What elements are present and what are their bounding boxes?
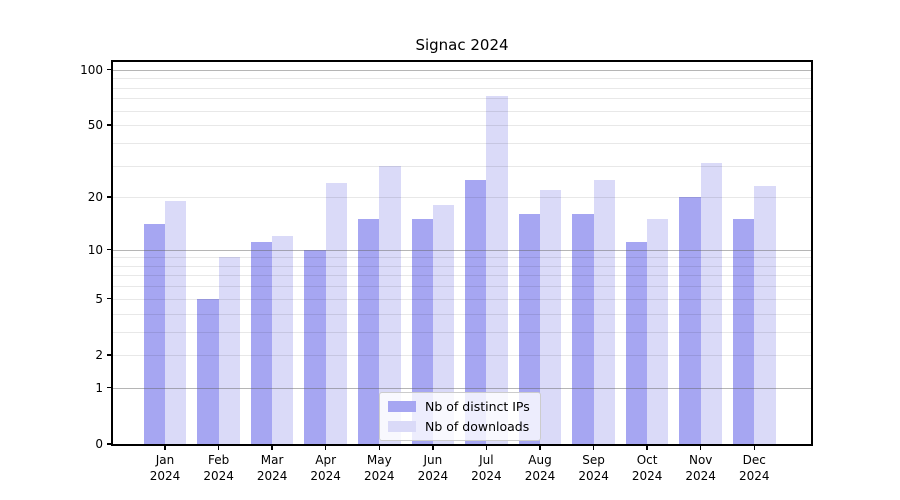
bar-ips-nov-2024	[679, 197, 701, 444]
gridline-minor-70	[113, 98, 811, 100]
bar-ips-apr-2024	[304, 249, 326, 444]
gridline-minor-2	[113, 354, 811, 356]
x-tick-oct-2024	[646, 446, 648, 450]
gridline-minor-6	[113, 286, 811, 288]
legend-label-downloads: Nb of downloads	[425, 419, 530, 434]
y-tick-0	[107, 443, 111, 445]
bar-downloads-sep-2024	[593, 179, 615, 444]
gridline-major-100	[113, 69, 811, 71]
gridline-major-10	[113, 249, 811, 251]
y-tick-label-100: 100	[80, 62, 103, 77]
legend: Nb of distinct IPs Nb of downloads	[379, 392, 541, 441]
bar-ips-jun-2024	[411, 219, 433, 444]
bar-downloads-feb-2024	[218, 257, 240, 444]
bar-downloads-jul-2024	[486, 96, 508, 444]
x-tick-apr-2024	[325, 446, 327, 450]
plot-spine-right	[811, 60, 813, 446]
legend-swatch-downloads-icon	[388, 421, 416, 432]
legend-swatch-distinct-ips-icon	[388, 401, 416, 412]
bar-downloads-may-2024	[379, 165, 401, 444]
bar-ips-mar-2024	[250, 242, 273, 444]
x-tick-label-sep-2024: Sep 2024	[578, 453, 609, 483]
bar-downloads-aug-2024	[540, 189, 562, 444]
y-tick-label-20: 20	[87, 190, 103, 205]
x-tick-label-jan-2024: Jan 2024	[149, 453, 181, 483]
plot-spine-top	[111, 60, 813, 62]
plot-spine-left	[111, 60, 113, 446]
bar-ips-sep-2024	[572, 214, 594, 444]
x-tick-label-may-2024: May 2024	[364, 453, 395, 483]
x-tick-feb-2024	[217, 446, 220, 450]
plot-spine-bottom	[111, 444, 813, 446]
x-tick-aug-2024	[539, 446, 541, 450]
legend-label-distinct-ips: Nb of distinct IPs	[425, 399, 530, 414]
y-tick-100	[107, 69, 111, 71]
legend-item-distinct-ips: Nb of distinct IPs	[388, 399, 530, 414]
y-tick-5	[107, 298, 111, 300]
x-tick-label-apr-2024: Apr 2024	[310, 453, 341, 483]
bar-ips-jul-2024	[465, 179, 487, 444]
bar-ips-may-2024	[357, 219, 380, 444]
x-tick-label-dec-2024: Dec 2024	[739, 453, 770, 483]
gridline-minor-50	[113, 125, 811, 127]
y-tick-1	[107, 387, 111, 389]
gridline-minor-9	[113, 257, 811, 259]
gridline-minor-3	[113, 331, 811, 333]
gridline-minor-30	[113, 165, 811, 167]
bar-downloads-nov-2024	[700, 162, 723, 444]
y-tick-label-5: 5	[95, 291, 103, 306]
y-tick-10	[107, 248, 111, 251]
x-tick-jun-2024	[432, 446, 434, 450]
gridline-minor-7	[113, 275, 811, 277]
bar-ips-feb-2024	[197, 298, 219, 444]
bar-downloads-dec-2024	[754, 186, 776, 444]
plot-area: Nb of distinct IPs Nb of downloads	[111, 60, 813, 446]
x-tick-sep-2024	[592, 446, 595, 450]
y-tick-label-2: 2	[95, 347, 103, 362]
y-tick-2	[107, 354, 111, 356]
y-tick-20	[107, 196, 111, 198]
x-tick-label-jun-2024: Jun 2024	[417, 453, 449, 483]
x-tick-mar-2024	[271, 446, 273, 450]
y-tick-50	[107, 124, 111, 126]
x-tick-jan-2024	[164, 446, 166, 450]
x-tick-nov-2024	[700, 446, 702, 450]
gridline-minor-5	[113, 298, 811, 300]
bar-downloads-oct-2024	[647, 219, 669, 444]
y-tick-label-50: 50	[87, 118, 103, 133]
legend-item-downloads: Nb of downloads	[388, 419, 530, 434]
y-tick-label-0: 0	[95, 437, 103, 451]
x-tick-dec-2024	[753, 446, 755, 450]
x-tick-label-nov-2024: Nov 2024	[685, 453, 716, 483]
gridline-minor-80	[113, 87, 811, 89]
bar-downloads-jan-2024	[165, 201, 187, 444]
x-tick-label-jul-2024: Jul 2024	[471, 453, 502, 483]
bar-downloads-apr-2024	[325, 182, 348, 444]
gridline-minor-40	[113, 142, 811, 144]
bar-downloads-mar-2024	[272, 236, 294, 444]
x-tick-label-aug-2024: Aug 2024	[524, 453, 556, 483]
x-tick-jul-2024	[485, 446, 488, 450]
y-tick-label-10: 10	[87, 242, 103, 257]
gridline-minor-60	[113, 110, 811, 112]
bar-ips-jan-2024	[143, 224, 165, 444]
gridline-minor-20	[113, 197, 811, 199]
bar-downloads-jun-2024	[432, 205, 455, 444]
x-tick-label-oct-2024: Oct 2024	[631, 453, 663, 483]
gridline-minor-4	[113, 313, 811, 315]
y-tick-label-1: 1	[95, 380, 103, 395]
chart-title: Signac 2024	[415, 36, 509, 54]
gridline-major-1	[113, 387, 811, 389]
x-tick-label-feb-2024: Feb 2024	[203, 453, 234, 483]
bar-ips-dec-2024	[732, 219, 755, 444]
x-tick-may-2024	[378, 446, 380, 450]
bar-ips-aug-2024	[518, 214, 540, 444]
gridline-minor-90	[113, 78, 811, 80]
x-tick-label-mar-2024: Mar 2024	[256, 453, 288, 483]
gridline-minor-8	[113, 265, 811, 267]
bar-ips-oct-2024	[625, 242, 648, 444]
